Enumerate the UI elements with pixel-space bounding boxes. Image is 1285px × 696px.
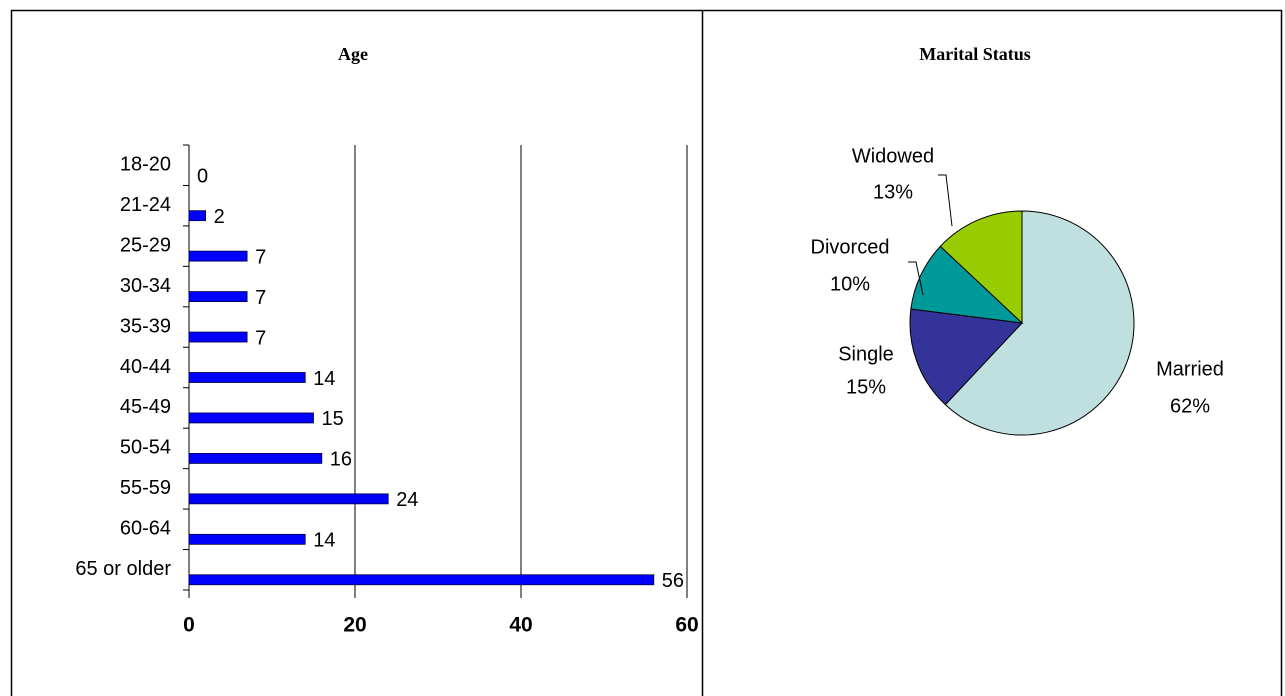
bar	[188, 210, 207, 222]
slice-label: Single	[838, 343, 894, 365]
data-label: 14	[313, 368, 335, 390]
y-tick-label: 18-20	[120, 154, 171, 176]
data-label: 7	[255, 327, 266, 349]
data-label: 16	[330, 449, 352, 471]
slice-value: 10%	[830, 273, 870, 295]
slice-label: Married	[1156, 358, 1224, 380]
x-tick-label: 40	[509, 614, 532, 637]
bar	[188, 453, 323, 464]
slice-label: Widowed	[852, 145, 934, 167]
data-label: 24	[396, 489, 418, 511]
data-label: 7	[255, 246, 266, 268]
outer-border	[10, 9, 1283, 696]
bar	[188, 331, 248, 343]
slice-value: 13%	[873, 181, 913, 203]
pie-slice	[939, 210, 1023, 325]
data-label: 7	[255, 287, 266, 309]
bar	[188, 412, 314, 424]
leader-line	[908, 261, 924, 296]
data-label: 15	[322, 408, 344, 430]
leader-line	[938, 174, 953, 227]
y-tick-label: 45-49	[120, 396, 171, 418]
y-tick-label: 35-39	[120, 315, 171, 337]
y-tick-label: 50-54	[120, 437, 171, 459]
x-tick-label: 20	[343, 614, 366, 637]
data-label: 0	[197, 166, 208, 188]
bar	[188, 250, 248, 262]
data-label: 56	[662, 570, 684, 592]
chart-title: Age	[338, 44, 368, 64]
slice-label: Divorced	[811, 236, 890, 258]
slice-value: 15%	[846, 376, 886, 398]
y-tick-label: 65 or older	[75, 558, 171, 580]
y-tick-label: 21-24	[120, 194, 171, 216]
slice-value: 62%	[1170, 395, 1210, 417]
bar	[188, 493, 389, 505]
data-label: 2	[214, 206, 225, 228]
pie-slice	[944, 210, 1135, 436]
y-tick-label: 55-59	[120, 477, 171, 499]
data-label: 14	[313, 530, 335, 552]
chart-title: Marital Status	[919, 44, 1031, 64]
y-tick-label: 30-34	[120, 275, 171, 297]
bar	[188, 291, 248, 302]
y-tick-label: 60-64	[120, 518, 171, 540]
bar	[188, 574, 655, 586]
y-tick-label: 25-29	[120, 234, 171, 256]
x-tick-label: 60	[675, 614, 698, 637]
x-tick-label: 0	[183, 614, 195, 637]
y-tick-label: 40-44	[120, 356, 171, 378]
bar	[188, 372, 306, 383]
bar	[188, 533, 306, 545]
pie-slice	[909, 308, 1024, 406]
